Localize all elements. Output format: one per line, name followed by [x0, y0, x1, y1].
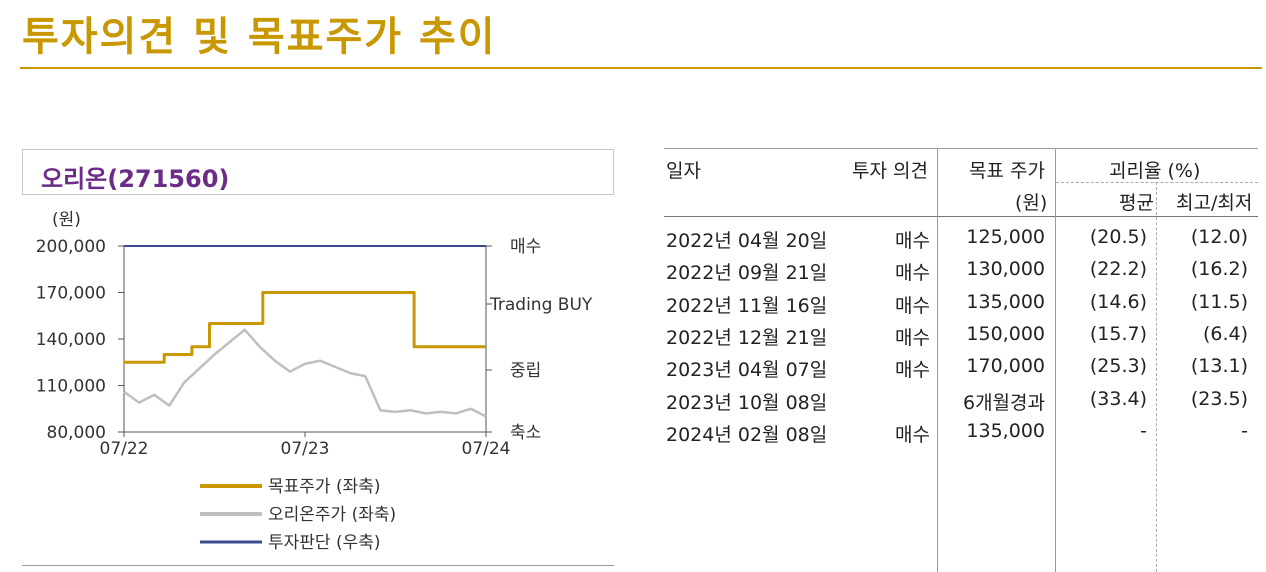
header-subdivider	[1056, 182, 1258, 183]
header-date: 일자	[666, 160, 701, 182]
right-tick-label: 매수	[510, 237, 541, 257]
cell-opinion: 매수	[895, 294, 930, 317]
cell-date: 2023년 04월 07일	[666, 359, 828, 382]
title-divider	[20, 67, 1262, 69]
header-deviation: 괴리율 (%)	[1109, 160, 1201, 182]
cell-date: 2024년 02월 08일	[666, 423, 828, 446]
right-tick-label: 중립	[510, 361, 541, 381]
right-tick-label: 축소	[510, 423, 541, 443]
left-tick-label: 170,000	[36, 284, 106, 304]
cell-target: 170,000	[966, 355, 1045, 378]
header-avg: 평균	[1119, 192, 1154, 214]
y-unit-label: (원)	[52, 210, 81, 230]
cell-date: 2022년 04월 20일	[666, 230, 828, 252]
left-tick-label: 110,000	[36, 377, 106, 397]
price-chart: (원) 80,000 110,000 140,000 170,000 200,000 매수 T…	[36, 210, 593, 553]
cell-avg: (15.7)	[1089, 322, 1147, 345]
chart-bottom-divider	[22, 565, 614, 566]
header-target: 목표 주가	[969, 160, 1045, 182]
cell-opinion: 매수	[895, 230, 930, 252]
col-divider-2	[1055, 148, 1056, 572]
chart-title: 오리온(271560)	[41, 165, 230, 193]
cell-target: 130,000	[966, 258, 1045, 281]
left-tick-label: 140,000	[36, 330, 106, 350]
legend-label: 목표주가 (좌축)	[268, 477, 381, 497]
cell-target: 135,000	[966, 290, 1045, 313]
cell-maxmin: (16.2)	[1190, 258, 1248, 281]
cell-maxmin: (6.4)	[1202, 322, 1248, 345]
table-row: 2022년 11월 16일 매수 135,000 (14.6) (11.5)	[664, 291, 1258, 323]
header-opinion: 투자 의견	[852, 160, 928, 182]
cell-opinion: 매수	[895, 262, 930, 285]
table-row: 2022년 12월 21일 매수 150,000 (15.7) (6.4)	[664, 323, 1258, 355]
table-row: 2022년 04월 20일 매수 125,000 (20.5) (12.0)	[664, 226, 1258, 258]
cell-maxmin: -	[1241, 419, 1248, 442]
series-line-0	[124, 291, 486, 364]
header-maxmin: 최고/최저	[1176, 192, 1253, 214]
col-divider-3	[1156, 182, 1157, 572]
cell-opinion: 매수	[895, 423, 930, 446]
cell-date: 2022년 12월 21일	[666, 326, 828, 349]
cell-opinion: 매수	[895, 359, 930, 382]
header-bottom-rule	[664, 216, 1258, 217]
cell-maxmin: (13.1)	[1190, 355, 1248, 378]
col-divider-1	[937, 148, 938, 572]
chart-header-box: 오리온(271560)	[22, 149, 614, 195]
x-tick-label: 07/24	[462, 439, 511, 459]
cell-avg: (14.6)	[1089, 290, 1147, 313]
cell-date: 2023년 10월 08일	[666, 391, 828, 414]
cell-avg: (20.5)	[1089, 226, 1147, 248]
header-target-unit: (원)	[1015, 192, 1048, 214]
legend-label: 오리온주가 (좌축)	[268, 505, 396, 525]
cell-maxmin: (12.0)	[1190, 226, 1248, 248]
legend-label: 투자판단 (우축)	[268, 533, 381, 553]
table-row: 2024년 02월 08일 매수 135,000 - -	[664, 420, 1258, 452]
cell-opinion: 매수	[895, 326, 930, 349]
table-row: 2023년 04월 07일 매수 170,000 (25.3) (13.1)	[664, 355, 1258, 387]
table-top-rule	[664, 148, 1258, 149]
cell-avg: -	[1140, 419, 1147, 442]
cell-target: 150,000	[966, 322, 1045, 345]
cell-date: 2022년 11월 16일	[666, 294, 828, 317]
left-tick-label: 80,000	[47, 423, 106, 443]
cell-avg: (25.3)	[1089, 355, 1147, 378]
x-tick-label: 07/23	[281, 439, 330, 459]
page-title: 투자의견 및 목표주가 추이	[22, 14, 497, 60]
table-row: 2022년 09월 21일 매수 130,000 (22.2) (16.2)	[664, 258, 1258, 290]
left-tick-label: 200,000	[36, 237, 106, 257]
right-tick-label: Trading BUY	[489, 295, 593, 315]
series-line-1	[123, 328, 487, 418]
cell-avg: (33.4)	[1089, 387, 1147, 410]
cell-target: 6개월경과	[962, 391, 1045, 414]
cell-maxmin: (23.5)	[1190, 387, 1248, 410]
cell-avg: (22.2)	[1089, 258, 1147, 281]
x-tick-label: 07/22	[100, 439, 149, 459]
table-row: 2023년 10월 08일 6개월경과 (33.4) (23.5)	[664, 388, 1258, 420]
cell-maxmin: (11.5)	[1190, 290, 1248, 313]
cell-date: 2022년 09월 21일	[666, 262, 828, 285]
cell-target: 135,000	[966, 419, 1045, 442]
cell-target: 125,000	[966, 226, 1045, 248]
